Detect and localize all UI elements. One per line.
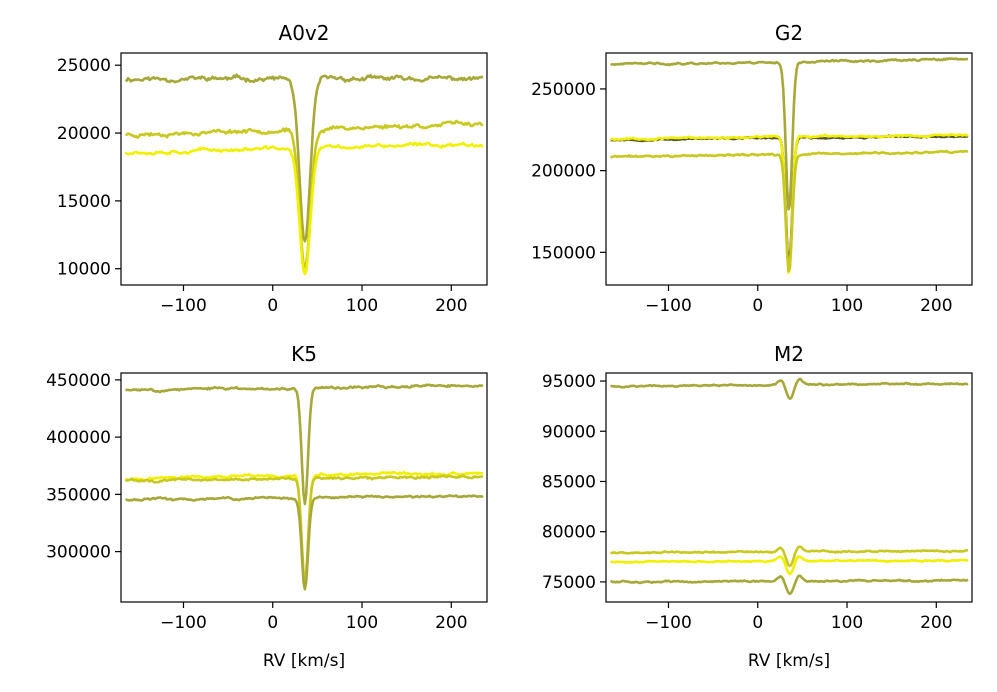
- x-tick-label: −100: [160, 296, 207, 316]
- y-tick-label: 25000: [57, 56, 111, 76]
- axes-frame: [605, 52, 973, 286]
- series-line-2: [610, 545, 968, 568]
- x-tick-label: −100: [645, 296, 692, 316]
- x-tick-label: 0: [267, 613, 278, 633]
- y-tick-label: 450000: [46, 371, 111, 391]
- series-line-4: [610, 574, 969, 596]
- y-tick-label: 20000: [57, 124, 111, 144]
- x-axis-label: RV [km/s]: [263, 651, 345, 671]
- series-line-1: [124, 73, 484, 243]
- series-line-3: [610, 555, 969, 576]
- x-tick-label: −100: [645, 613, 692, 633]
- y-tick-label: 200000: [531, 162, 596, 182]
- y-tick-label: 10000: [57, 260, 111, 280]
- panel-g2: G2 −100 0 100 200 150000 200000 250000: [531, 21, 973, 316]
- x-tick-label: 100: [346, 296, 378, 316]
- series-line-1: [610, 377, 969, 401]
- x-tick-label: 0: [752, 296, 763, 316]
- axes-frame: [605, 372, 973, 603]
- axes-frame: [120, 372, 488, 603]
- x-tick-label: 100: [831, 613, 863, 633]
- y-tick-label: 95000: [542, 372, 596, 392]
- y-tick-label: 150000: [531, 243, 596, 263]
- panel-m2: M2 RV [km/s] −100 0 100 200 75000 80000 85000 9…: [542, 342, 973, 671]
- y-tick-label: 300000: [46, 543, 111, 563]
- y-tick-label: 350000: [46, 485, 111, 505]
- panel-title: A0v2: [279, 21, 330, 45]
- x-tick-label: −100: [160, 613, 207, 633]
- y-tick-label: 250000: [531, 80, 596, 100]
- series-line-4: [125, 494, 484, 591]
- x-axis-label: RV [km/s]: [748, 651, 830, 671]
- x-tick-label: 200: [920, 296, 952, 316]
- series-line-4: [610, 149, 969, 273]
- y-tick-label: 80000: [542, 523, 596, 543]
- panel-k5: K5 RV [km/s] −100 0 100 200 300000 350000 4000…: [46, 342, 488, 671]
- panel-title: M2: [774, 342, 804, 366]
- y-tick-label: 400000: [46, 428, 111, 448]
- series-line-1: [125, 383, 484, 506]
- x-tick-label: 100: [346, 613, 378, 633]
- y-tick-label: 75000: [542, 573, 596, 593]
- panel-title: K5: [291, 342, 317, 366]
- x-tick-label: 0: [267, 296, 278, 316]
- y-tick-label: 85000: [542, 472, 596, 492]
- panel-title: G2: [775, 21, 803, 45]
- x-tick-label: 200: [920, 613, 952, 633]
- x-tick-label: 200: [435, 613, 467, 633]
- x-tick-label: 100: [831, 296, 863, 316]
- y-tick-label: 90000: [542, 422, 596, 442]
- y-tick-label: 15000: [57, 192, 111, 212]
- series-line-1: [610, 57, 969, 211]
- panel-a0v2: A0v2 −100 0 100 200 10000 15000 20000 25000: [57, 21, 488, 316]
- x-tick-label: 0: [752, 613, 763, 633]
- x-tick-label: 200: [435, 296, 467, 316]
- axes-frame: [120, 52, 488, 286]
- series-line-3: [124, 141, 484, 276]
